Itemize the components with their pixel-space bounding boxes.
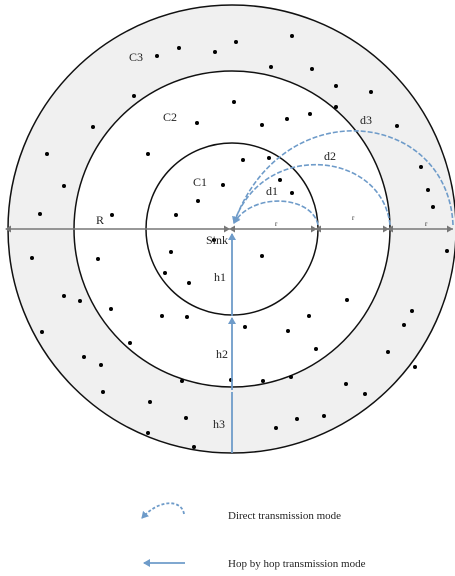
- sensor-node: [426, 188, 430, 192]
- sensor-node: [285, 117, 289, 121]
- sensor-node: [295, 417, 299, 421]
- sensor-node: [99, 363, 103, 367]
- sensor-node: [243, 325, 247, 329]
- legend-hop-label: Hop by hop transmission mode: [228, 558, 366, 570]
- label-d1: d1: [266, 184, 278, 198]
- sensor-node: [290, 34, 294, 38]
- sensor-node: [110, 213, 114, 217]
- sensor-node: [260, 123, 264, 127]
- sensor-nodes: [30, 34, 449, 449]
- sensor-node: [232, 100, 236, 104]
- sensor-node: [410, 309, 414, 313]
- sensor-node: [314, 347, 318, 351]
- arc-d2: [232, 163, 391, 226]
- arc-d3: [232, 130, 454, 226]
- sensor-node: [195, 121, 199, 125]
- sensor-node: [128, 341, 132, 345]
- sensor-node: [40, 330, 44, 334]
- sensor-node: [307, 314, 311, 318]
- sensor-node: [185, 315, 189, 319]
- sensor-node: [30, 256, 34, 260]
- sensor-node: [146, 431, 150, 435]
- dashed-curved-arrow-icon: [141, 502, 185, 519]
- sensor-node: [155, 54, 159, 58]
- sensor-node: [174, 213, 178, 217]
- sensor-node: [386, 350, 390, 354]
- sensor-node: [286, 329, 290, 333]
- sensor-node: [310, 67, 314, 71]
- label-segment-r2: r: [352, 214, 355, 222]
- sensor-node: [363, 392, 367, 396]
- sensor-node: [344, 382, 348, 386]
- sensor-node: [445, 249, 449, 253]
- sensor-node: [180, 379, 184, 383]
- sensor-node: [261, 379, 265, 383]
- sensor-node: [267, 156, 271, 160]
- sensor-node: [62, 184, 66, 188]
- sensor-node: [192, 445, 196, 449]
- sensor-node: [290, 191, 294, 195]
- label-segment-r1: r: [275, 220, 278, 228]
- sensor-node: [212, 238, 216, 242]
- sensor-node: [269, 65, 273, 69]
- label-c2: C2: [163, 110, 177, 124]
- sensor-node: [289, 375, 293, 379]
- legend-direct-label: Direct transmission mode: [228, 510, 341, 522]
- sensor-node: [177, 46, 181, 50]
- label-sink: Sink: [206, 233, 228, 247]
- sensor-node: [402, 323, 406, 327]
- sensor-node: [334, 105, 338, 109]
- label-c3: C3: [129, 50, 143, 64]
- label-h2: h2: [216, 347, 228, 361]
- sensor-node: [101, 390, 105, 394]
- sensor-node: [345, 298, 349, 302]
- sensor-node: [82, 355, 86, 359]
- sensor-node: [413, 365, 417, 369]
- sensor-node: [334, 84, 338, 88]
- sensor-node: [308, 112, 312, 116]
- sensor-node: [62, 294, 66, 298]
- sensor-node: [234, 40, 238, 44]
- sensor-node: [322, 414, 326, 418]
- sensor-node: [169, 250, 173, 254]
- sensor-node: [148, 400, 152, 404]
- sensor-node: [45, 152, 49, 156]
- arc-d1: [233, 200, 319, 226]
- label-segment-r3: r: [425, 220, 428, 228]
- direct-transmission-arcs: [232, 130, 454, 226]
- sensor-node: [38, 212, 42, 216]
- sensor-node: [221, 183, 225, 187]
- sensor-node: [369, 90, 373, 94]
- label-d3: d3: [360, 113, 372, 127]
- sensor-node: [163, 271, 167, 275]
- sensor-node: [241, 158, 245, 162]
- sensor-node: [132, 94, 136, 98]
- sensor-node: [146, 152, 150, 156]
- sensor-node: [196, 199, 200, 203]
- sensor-node: [395, 124, 399, 128]
- sensor-node: [274, 426, 278, 430]
- label-h1: h1: [214, 270, 226, 284]
- sensor-node: [187, 281, 191, 285]
- sensor-node: [184, 416, 188, 420]
- sensor-node: [431, 205, 435, 209]
- sensor-node: [78, 299, 82, 303]
- label-d2: d2: [324, 149, 336, 163]
- sensor-node: [419, 165, 423, 169]
- label-c1: C1: [193, 175, 207, 189]
- label-h3: h3: [213, 417, 225, 431]
- sensor-node: [109, 307, 113, 311]
- sensor-node: [160, 314, 164, 318]
- sensor-node: [91, 125, 95, 129]
- sensor-node: [96, 257, 100, 261]
- legend: Direct transmission mode Hop by hop tran…: [141, 502, 366, 570]
- label-radius: R: [96, 213, 104, 227]
- sensor-node: [260, 254, 264, 258]
- sensor-node: [278, 178, 282, 182]
- sensor-node: [213, 50, 217, 54]
